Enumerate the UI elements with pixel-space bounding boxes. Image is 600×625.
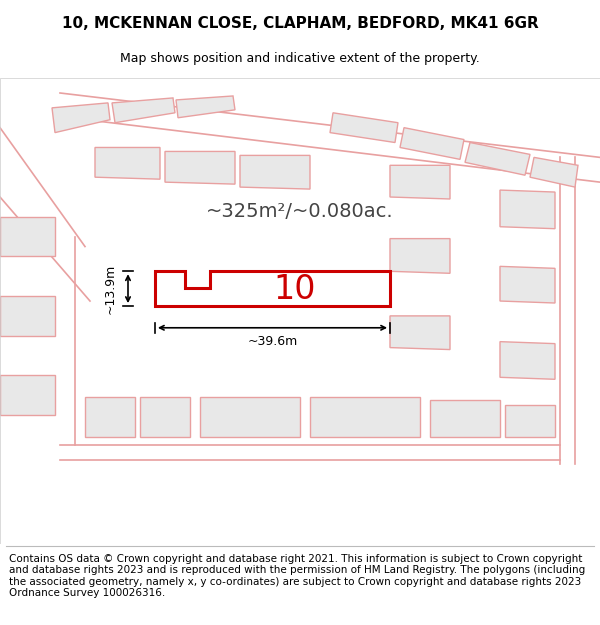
Polygon shape xyxy=(176,96,235,118)
Text: 10, MCKENNAN CLOSE, CLAPHAM, BEDFORD, MK41 6GR: 10, MCKENNAN CLOSE, CLAPHAM, BEDFORD, MK… xyxy=(62,16,538,31)
Text: Map shows position and indicative extent of the property.: Map shows position and indicative extent… xyxy=(120,52,480,65)
Polygon shape xyxy=(390,316,450,349)
Polygon shape xyxy=(85,397,135,437)
Polygon shape xyxy=(500,190,555,229)
Text: 10: 10 xyxy=(274,272,316,306)
Polygon shape xyxy=(140,397,190,437)
Polygon shape xyxy=(500,342,555,379)
Polygon shape xyxy=(310,397,420,437)
Polygon shape xyxy=(505,405,555,437)
Polygon shape xyxy=(530,158,578,187)
Polygon shape xyxy=(200,397,300,437)
Text: ~39.6m: ~39.6m xyxy=(247,335,298,348)
Polygon shape xyxy=(112,98,175,122)
Polygon shape xyxy=(52,103,110,132)
Polygon shape xyxy=(400,127,464,159)
Polygon shape xyxy=(390,165,450,199)
Polygon shape xyxy=(390,239,450,273)
Polygon shape xyxy=(240,156,310,189)
Polygon shape xyxy=(430,400,500,437)
Text: Contains OS data © Crown copyright and database right 2021. This information is : Contains OS data © Crown copyright and d… xyxy=(9,554,585,598)
Polygon shape xyxy=(500,266,555,303)
Polygon shape xyxy=(0,217,55,256)
Text: ~325m²/~0.080ac.: ~325m²/~0.080ac. xyxy=(206,202,394,221)
Polygon shape xyxy=(165,151,235,184)
Polygon shape xyxy=(95,148,160,179)
Polygon shape xyxy=(465,142,530,175)
Polygon shape xyxy=(0,296,55,336)
Polygon shape xyxy=(155,271,390,306)
Polygon shape xyxy=(0,376,55,415)
Polygon shape xyxy=(330,112,398,142)
Text: ~13.9m: ~13.9m xyxy=(104,264,116,314)
